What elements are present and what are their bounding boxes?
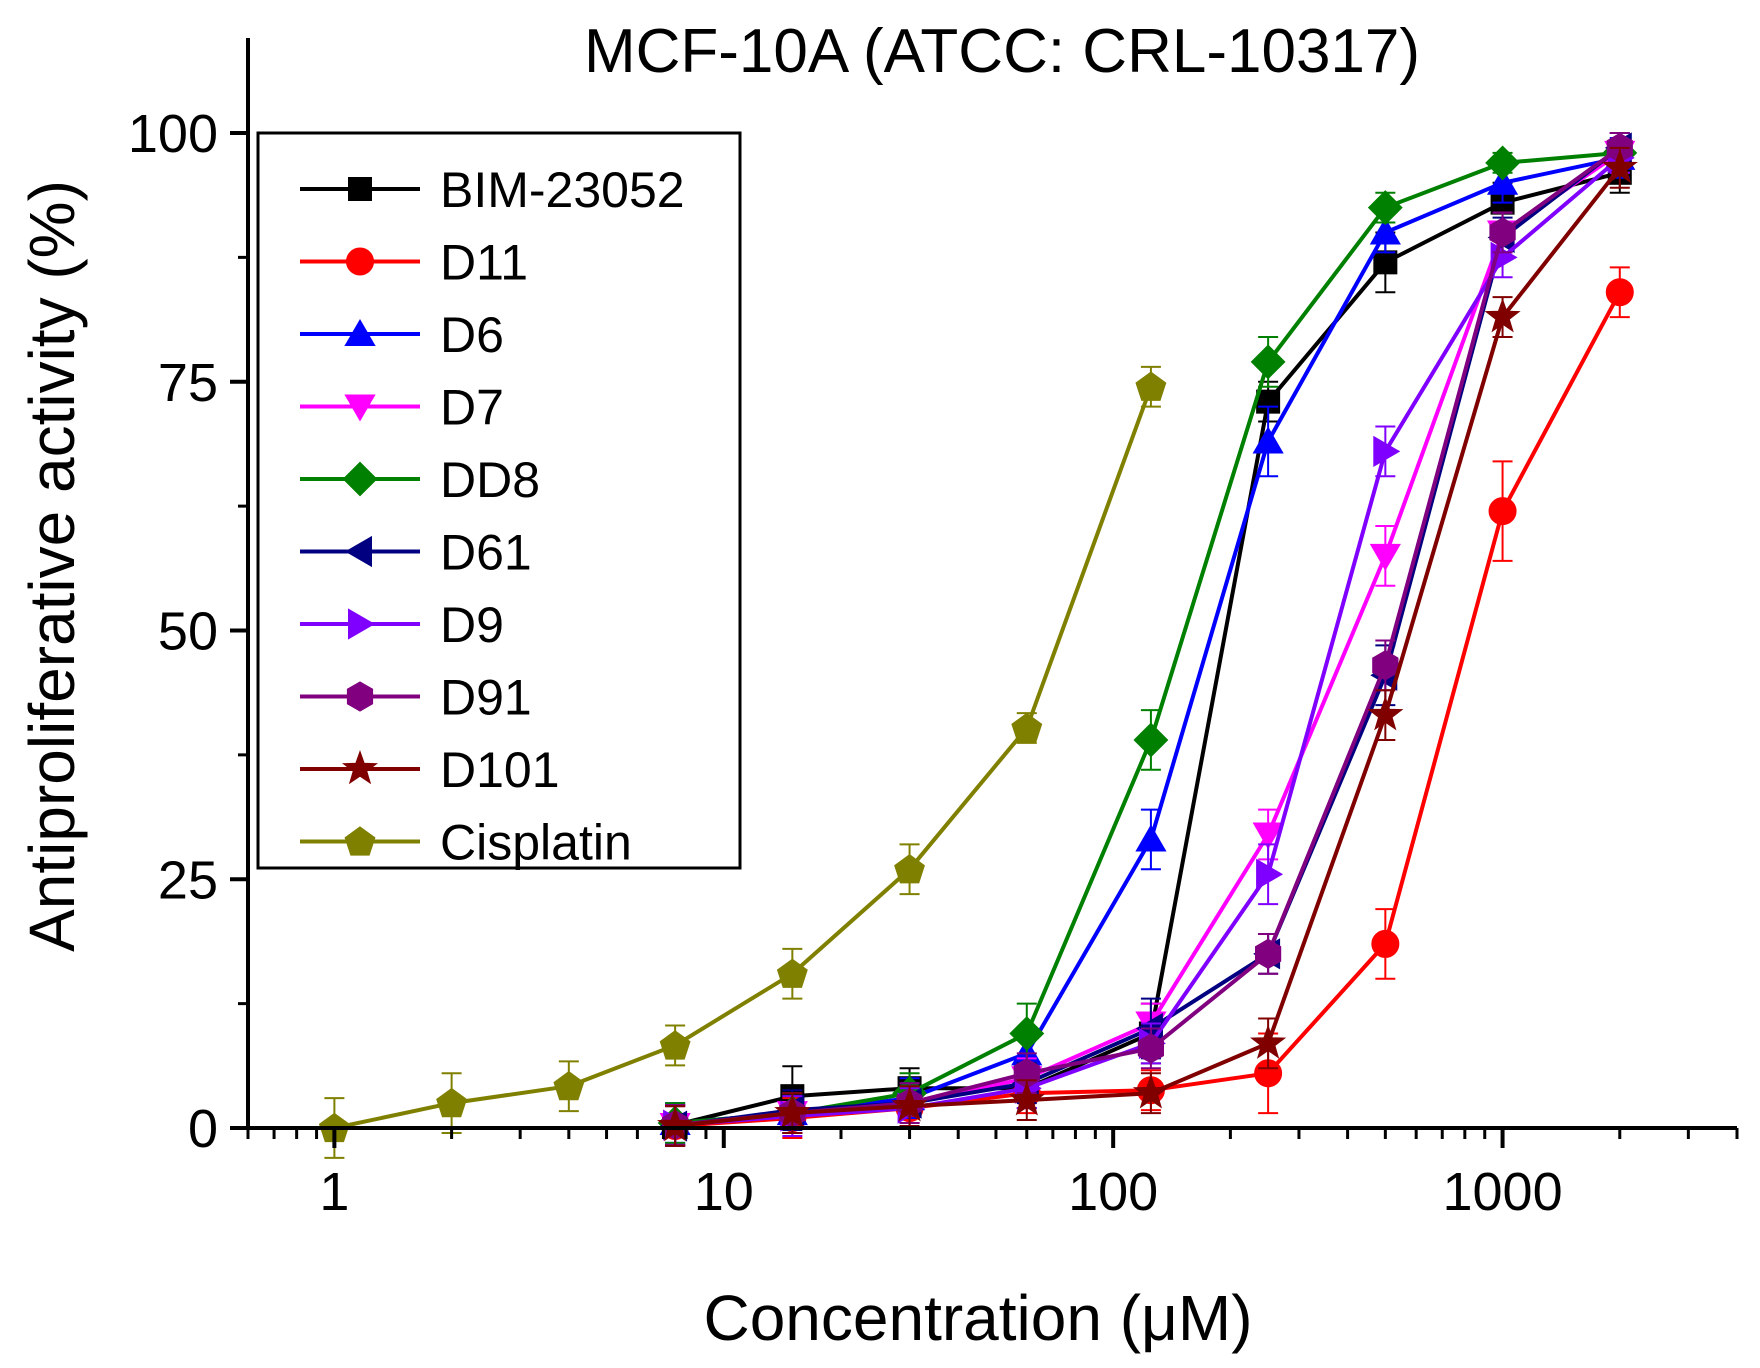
data-point [1133,722,1169,758]
data-point [774,1094,811,1129]
data-point [659,1030,691,1060]
data-point [1137,1033,1164,1064]
data-point [1135,371,1167,401]
legend: BIM-23052 D11 D6 D7 DD8 D61 D9 D91 D101 Cisplatin [256,131,742,871]
data-point [1008,1081,1045,1116]
data-point [1601,148,1638,184]
legend-item: D91 [300,670,532,726]
x-tick-label: 1000 [1442,1162,1562,1222]
data-point [657,1106,694,1142]
y-tick-label: 0 [188,1099,218,1159]
y-axis-title: Antiproliferative activity (%) [16,180,88,952]
data-point [1605,278,1634,307]
legend-item: D101 [300,742,560,798]
data-point [1250,344,1286,380]
legend-label: D61 [440,525,532,581]
data-point [1252,426,1284,454]
data-point [1252,822,1284,850]
data-point [1486,167,1519,195]
x-tick-label: 100 [1068,1162,1158,1222]
legend-marker [344,394,376,422]
series-d101 [657,146,1638,1147]
legend-item: D6 [300,307,504,363]
x-tick-label: 10 [694,1162,754,1222]
legend-item: D61 [300,525,532,581]
legend-marker [348,177,372,201]
chart-title: MCF-10A (ATCC: CRL-10317) [584,17,1420,86]
legend-marker [342,461,378,497]
data-point [436,1087,468,1118]
legend-item: D7 [300,380,504,436]
legend-item: DD8 [300,452,540,508]
data-point [891,1087,928,1122]
data-point [1489,217,1516,248]
data-point [1255,938,1282,970]
data-point [1256,858,1284,890]
legend-item: D11 [300,235,528,291]
data-point [553,1070,585,1101]
legend-item: D9 [300,597,504,653]
legend-item: BIM-23052 [300,162,685,218]
legend-label: Cisplatin [440,815,632,871]
data-point [1484,298,1521,333]
y-tick-label: 100 [128,104,218,164]
data-point [1132,1074,1169,1109]
legend-label: D91 [440,670,532,726]
legend-marker [348,608,375,640]
legend-marker [341,750,379,785]
y-tick-label: 50 [158,602,218,662]
legend-marker [344,319,376,346]
series-cisplatin [318,365,1167,1159]
data-point [1009,1016,1045,1051]
legend-label: D9 [440,597,504,653]
legend-marker [345,535,372,568]
legend-box [256,131,742,870]
series-layer [318,132,1638,1159]
legend-label: D11 [440,235,528,291]
legend-label: D101 [440,742,560,798]
legend-item: Cisplatin [300,815,632,871]
data-point [1367,696,1404,731]
data-point [1373,435,1401,468]
legend-marker [346,681,374,712]
data-point [1485,145,1521,181]
legend-label: D6 [440,307,504,363]
data-point [1373,250,1398,275]
legend-label: D7 [440,380,504,436]
legend-marker [346,247,374,276]
legend-label: BIM-23052 [440,162,685,218]
data-point [1369,217,1401,245]
y-tick-label: 75 [158,353,218,413]
data-point [776,958,808,988]
data-point [1250,1024,1287,1059]
data-point [1488,497,1517,526]
x-tick-label: 1 [319,1162,349,1222]
data-point [1371,929,1400,958]
data-point [894,854,925,884]
legend-marker [344,826,376,856]
data-point [1135,824,1167,852]
legend-label: DD8 [440,452,540,508]
data-point [1372,650,1399,681]
y-tick-label: 25 [158,850,218,910]
data-point [1367,190,1403,226]
axes-layer: 0 25 50 75 100 1 10 100 1000 [128,38,1739,1222]
data-point [1369,543,1401,571]
series-line [333,386,1153,1130]
data-point [1011,712,1043,743]
x-axis-title: Concentration (μM) [703,1282,1252,1354]
